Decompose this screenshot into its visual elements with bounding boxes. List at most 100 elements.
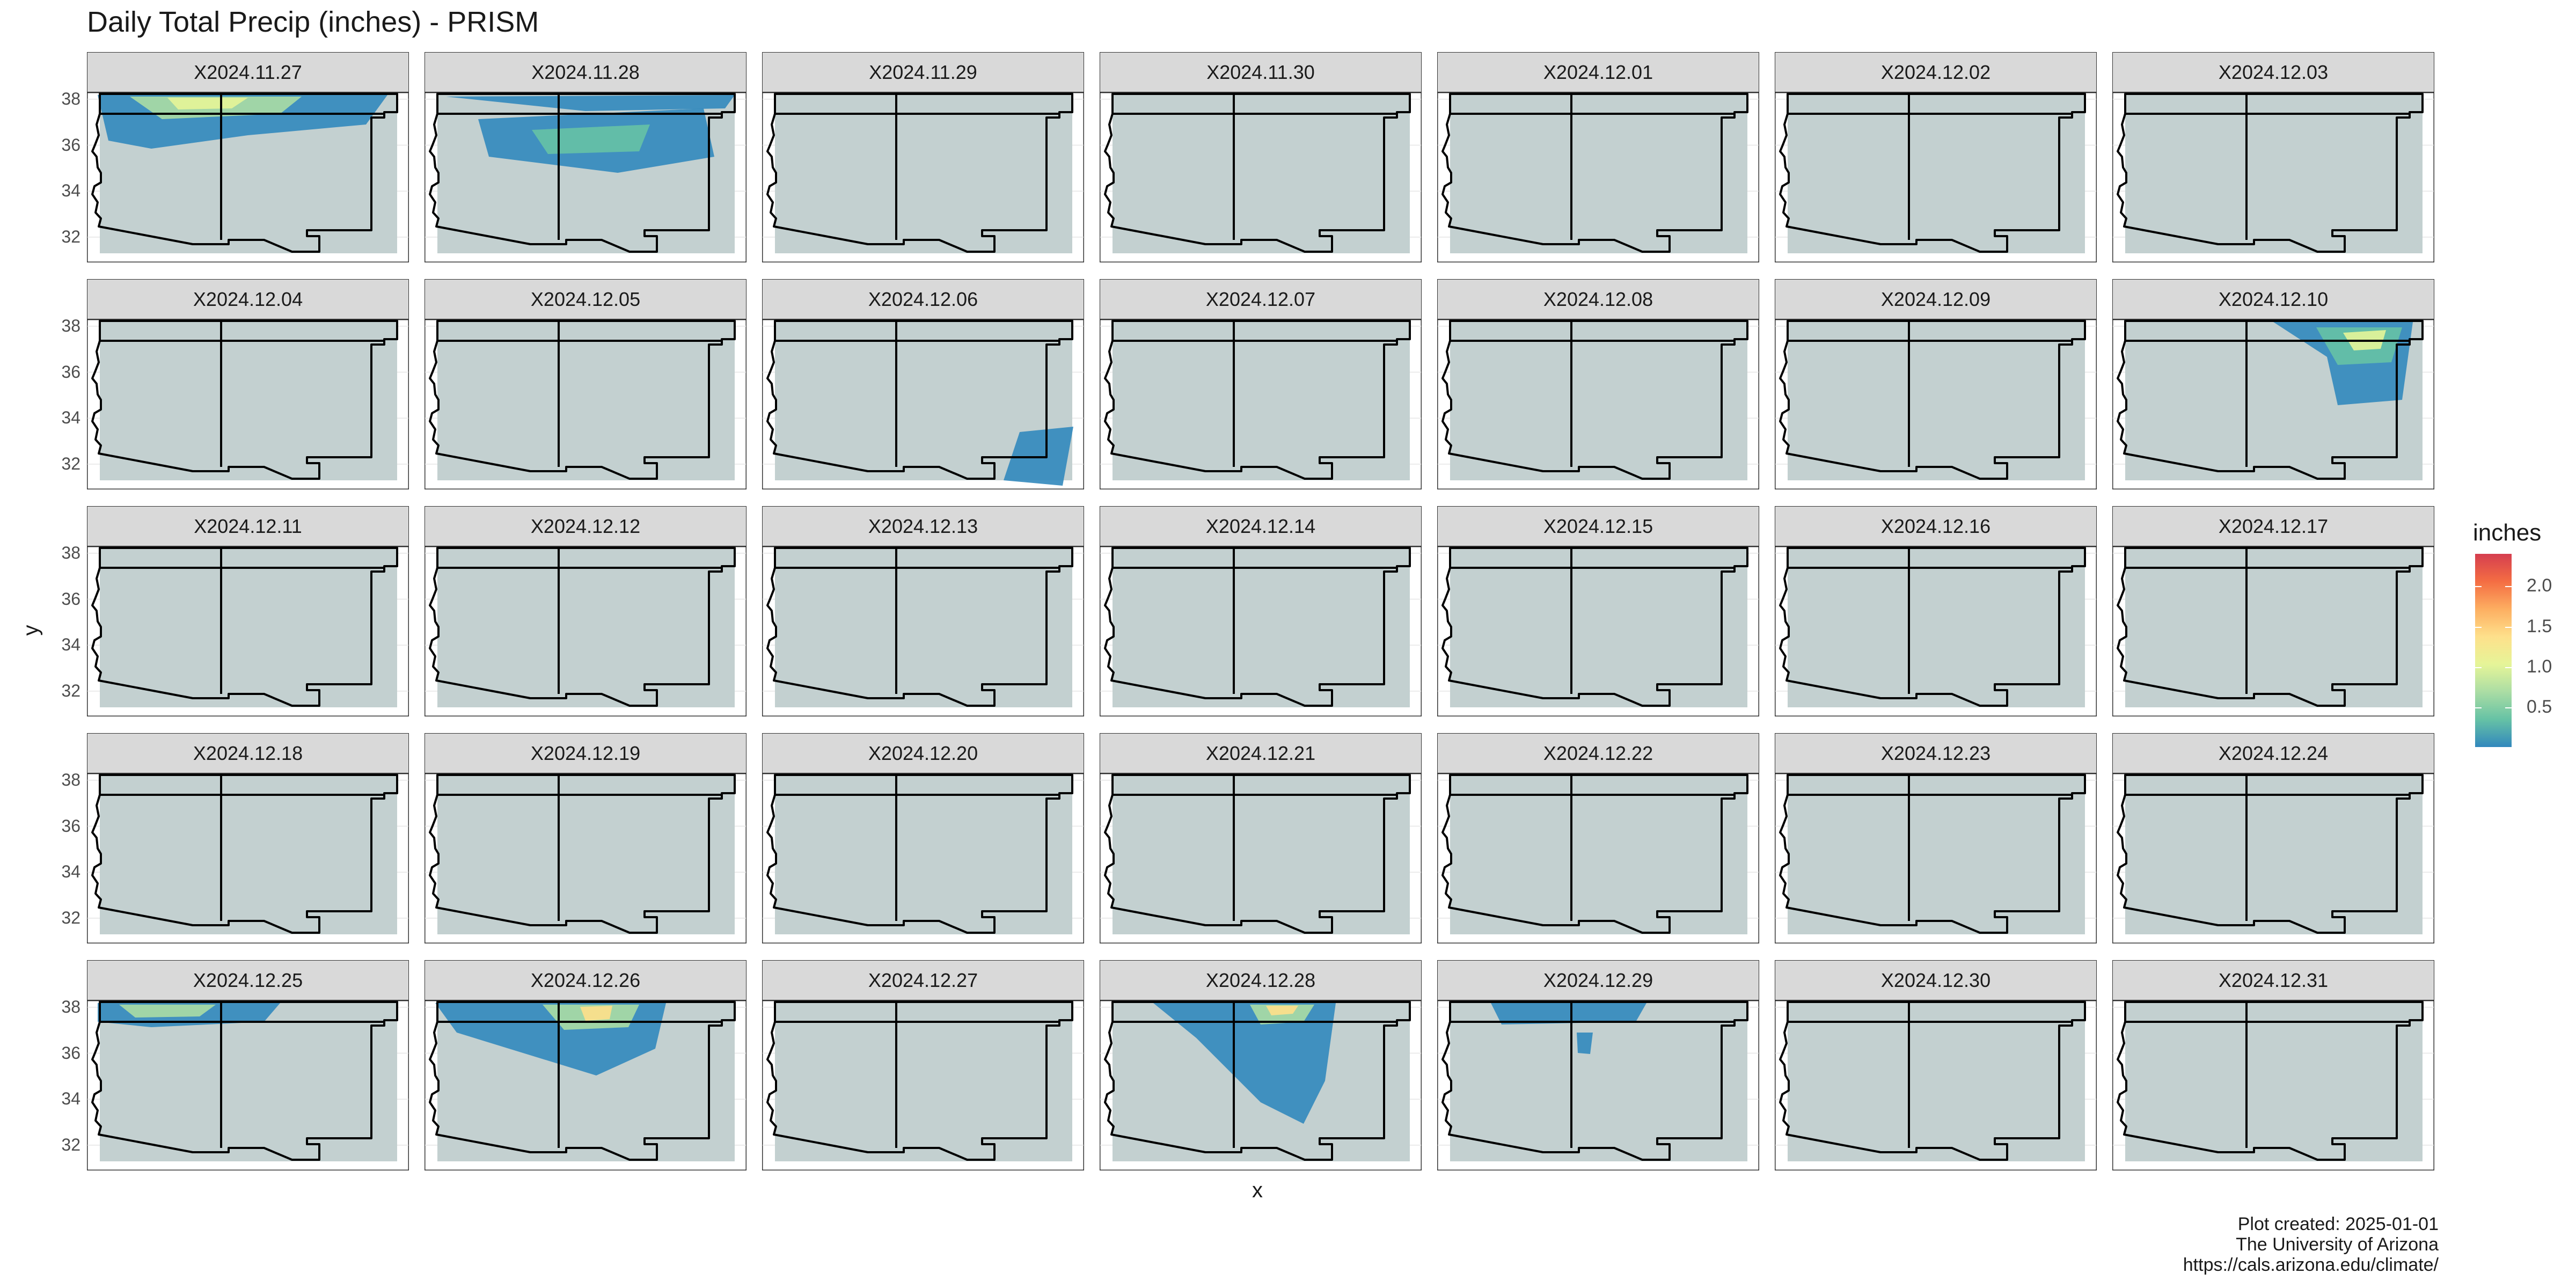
state-border	[2117, 774, 2424, 934]
map-panel	[87, 319, 409, 489]
state-border	[91, 547, 398, 707]
land-raster	[1113, 321, 1410, 480]
state-border	[1113, 548, 1398, 694]
state-border	[91, 1001, 398, 1161]
state-border	[775, 775, 1060, 921]
map-panel	[762, 319, 1084, 489]
map-facet: X2024.12.01	[1437, 52, 1759, 264]
state-border	[1450, 1002, 1736, 1148]
map-facet: X2024.11.28	[425, 52, 747, 264]
map-panel	[1437, 319, 1759, 489]
map-facet: X2024.11.30	[1100, 52, 1422, 264]
precip-area	[119, 1005, 216, 1018]
legend-tick-mark	[2505, 626, 2512, 628]
map-panel	[425, 546, 747, 716]
state-border	[1779, 93, 2086, 253]
state-border	[775, 1002, 1060, 1148]
map-panel	[1100, 546, 1422, 716]
map-facet: X2024.12.16	[1775, 506, 2097, 718]
facet-strip-label: X2024.11.28	[425, 52, 747, 92]
state-border	[2125, 548, 2411, 694]
facet-strip-label: X2024.12.11	[87, 506, 409, 546]
legend-tick-label: 0.5	[2527, 697, 2552, 718]
precip-area	[446, 95, 735, 111]
land-raster	[1450, 321, 1747, 480]
state-border	[100, 321, 385, 467]
state-border	[1441, 547, 1748, 707]
map-facet: X2024.12.17	[2112, 506, 2434, 718]
map-facet: X2024.12.10	[2112, 279, 2434, 491]
state-border	[1104, 547, 1411, 707]
y-tick-label: 38	[61, 543, 80, 562]
facet-strip-label: X2024.12.09	[1775, 279, 2097, 319]
map-panel	[87, 546, 409, 716]
map-facet: X2024.12.04	[87, 279, 409, 491]
state-border	[429, 774, 736, 934]
precip-area	[167, 98, 248, 109]
facet-strip-label: X2024.12.23	[1775, 733, 2097, 773]
map-panel	[1437, 546, 1759, 716]
map-facet: X2024.12.20	[762, 733, 1084, 945]
facet-strip-label: X2024.12.08	[1437, 279, 1759, 319]
state-border	[437, 321, 723, 467]
map-facet: X2024.12.24	[2112, 733, 2434, 945]
state-border	[2117, 320, 2424, 480]
land-raster	[1450, 1002, 1747, 1161]
map-panel	[1775, 92, 2097, 262]
state-border	[1113, 1002, 1398, 1148]
y-tick-label: 38	[61, 316, 80, 335]
legend-tick-label: 1.0	[2527, 656, 2552, 677]
state-border	[766, 547, 1073, 707]
state-border	[1113, 775, 1398, 921]
map-panel	[1100, 1000, 1422, 1170]
map-facet: X2024.12.31	[2112, 960, 2434, 1172]
facet-strip-label: X2024.12.29	[1437, 960, 1759, 1000]
map-facet: X2024.11.27	[87, 52, 409, 264]
state-border	[766, 320, 1073, 480]
y-tick-label: 38	[61, 997, 80, 1016]
facet-strip-label: X2024.12.30	[1775, 960, 2097, 1000]
facet-strip-label: X2024.12.28	[1100, 960, 1422, 1000]
map-facet: X2024.12.26	[425, 960, 747, 1172]
facet-strip-label: X2024.12.25	[87, 960, 409, 1000]
state-border	[1441, 320, 1748, 480]
facet-strip-label: X2024.12.06	[762, 279, 1084, 319]
land-raster	[437, 321, 735, 480]
state-border	[91, 93, 398, 253]
map-panel	[87, 92, 409, 262]
legend-tick-mark	[2505, 667, 2512, 668]
state-border	[429, 93, 736, 253]
facet-strip-label: X2024.12.19	[425, 733, 747, 773]
state-border	[100, 775, 385, 921]
land-raster	[775, 1002, 1072, 1161]
y-tick-label: 34	[61, 862, 80, 882]
land-raster	[2125, 94, 2423, 253]
y-axis-title: y	[19, 625, 43, 636]
state-border	[1450, 775, 1736, 921]
map-panel	[2112, 1000, 2434, 1170]
map-facet: X2024.12.13	[762, 506, 1084, 718]
facet-strip-label: X2024.12.24	[2112, 733, 2434, 773]
map-facet: X2024.12.12	[425, 506, 747, 718]
state-border	[1104, 774, 1411, 934]
map-panel	[2112, 319, 2434, 489]
land-raster	[1788, 1002, 2085, 1161]
facet-strip-label: X2024.12.18	[87, 733, 409, 773]
land-raster	[1788, 321, 2085, 480]
map-panel	[2112, 92, 2434, 262]
map-panel	[425, 773, 747, 943]
state-border	[2125, 775, 2411, 921]
map-facet: X2024.12.15	[1437, 506, 1759, 718]
map-panel	[425, 92, 747, 262]
chart-title: Daily Total Precip (inches) - PRISM	[87, 6, 539, 38]
map-panel	[762, 1000, 1084, 1170]
precip-area	[532, 125, 650, 154]
y-tick-label: 38	[61, 89, 80, 108]
land-raster	[100, 1002, 397, 1161]
facet-strip-label: X2024.12.16	[1775, 506, 2097, 546]
map-facet: X2024.12.27	[762, 960, 1084, 1172]
map-facet: X2024.12.21	[1100, 733, 1422, 945]
land-raster	[1450, 548, 1747, 707]
map-panel	[1775, 319, 2097, 489]
state-border	[2117, 547, 2424, 707]
